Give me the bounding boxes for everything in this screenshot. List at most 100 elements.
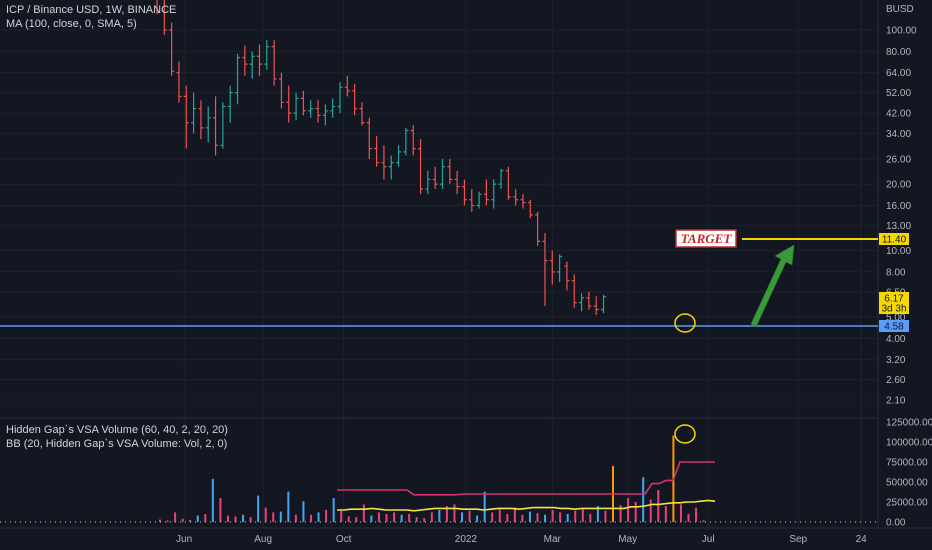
ohlc-bar [513,189,519,206]
ohlc-bar [315,100,321,123]
ohlc-bar [169,22,175,76]
price-highlight-circle[interactable] [674,313,696,333]
price-tick-label: 8.00 [886,267,906,278]
volume-bar [174,512,177,522]
time-axis[interactable]: Jun Aug Oct 2022 Mar May Jul Sep 24 [176,534,867,545]
currency-label: BUSD [886,4,914,15]
ohlc-bar [498,168,504,190]
volume-bar [159,519,161,522]
price-tick-label: 3.20 [886,355,906,366]
price-tick-label: 5.00 [886,312,906,323]
ohlc-bar [308,100,314,118]
time-tick-label: Mar [544,534,562,545]
volume-bar [574,510,577,522]
volume-bar [687,514,690,522]
target-price-text: 11.40 [882,235,907,246]
volume-bar [211,478,214,522]
ohlc-bar [366,117,372,160]
ohlc-bar [542,233,548,307]
current-price-text: 6.17 [884,294,904,305]
ohlc-bar [256,44,262,76]
ohlc-bar [586,291,592,310]
volume-bar [242,514,245,522]
volume-bar [377,512,380,522]
volume-bar [400,514,403,522]
volume-bar [385,514,388,522]
time-tick-label: Jul [702,534,715,545]
ohlc-bar [491,179,497,209]
volume-bar [619,505,622,522]
volume-bar [581,509,584,522]
volume-bar [695,507,698,522]
volume-bar [325,510,328,522]
bollinger-bands [337,461,716,512]
ohlc-bar [439,159,445,190]
price-tick-label: 100.00 [886,26,917,37]
volume-bar [272,512,275,522]
bb-legend[interactable]: BB (20, Hidden Gap`s VSA Volume: Vol, 2,… [6,438,228,450]
ohlc-bar [454,170,460,195]
ohlc-bar [161,0,167,35]
volume-bar [317,512,320,522]
price-tick-label: 2.60 [886,375,906,386]
ohlc-bar [564,261,570,291]
volume-bar [702,520,705,522]
volume-bar [332,498,335,522]
time-tick-label: 2022 [455,534,478,545]
volume-bar [642,477,645,522]
price-axis[interactable]: 100.00 80.00 64.00 52.00 42.00 34.00 26.00 20.0… [886,26,917,407]
volume-bar [302,501,305,522]
volume-bar [664,506,667,522]
volume-bar [415,517,418,522]
volume-bar [355,517,358,522]
volume-axis[interactable]: 125000.00 100000.00 75000.00 50000.00 25000.… [886,418,932,529]
up-arrow-icon[interactable] [750,244,795,328]
symbol-legend[interactable]: ICP / Binance USD, 1W, BINANCE [6,4,177,16]
ohlc-bar [352,83,358,116]
target-label-box[interactable]: TARGET [675,229,737,248]
ohlc-bar [322,104,328,126]
price-tick-label: 34.00 [886,129,911,140]
ohlc-bar [601,294,607,314]
volume-bar [657,490,660,522]
vsa-legend[interactable]: Hidden Gap`s VSA Volume (60, 40, 2, 20, … [6,424,228,436]
ohlc-bar [396,145,402,167]
volume-bar [453,504,456,522]
volume-bar [476,515,479,522]
ohlc-bar [579,293,585,312]
volume-bar [634,502,637,522]
volume-bar [340,510,343,522]
ohlc-bar [520,194,526,209]
ohlc-bar [381,145,387,180]
ma-legend[interactable]: MA (100, close, 0, SMA, 5) [6,18,137,30]
price-tick-label: 52.00 [886,88,911,99]
ohlc-bar [505,166,511,200]
ohlc-bar [213,96,219,156]
volume-bar [513,507,516,522]
volume-bar [521,514,524,522]
ohlc-bar [249,51,255,79]
volume-bar [181,518,184,522]
volume-bar [604,510,607,522]
volume-highlight-circle[interactable] [674,424,696,444]
volume-bar [189,520,192,522]
volume-bar [551,510,554,522]
volume-bar [649,499,652,522]
ohlc-bar [447,159,453,185]
time-tick-label: 24 [856,534,868,545]
price-tick-label: 80.00 [886,47,911,58]
volume-bar [294,514,297,522]
ohlc-bar [432,166,438,190]
volume-bar [196,515,199,522]
price-bars [156,0,607,316]
price-tick-label: 42.00 [886,109,911,120]
volume-bar [559,512,562,522]
ohlc-bar [469,189,475,212]
ohlc-bar [461,179,467,206]
volume-bar [506,514,509,522]
ohlc-bar [183,85,189,149]
price-tick-label: 20.00 [886,180,911,191]
target-price-tag: 11.40 [879,233,909,246]
volume-bar [204,514,207,522]
ohlc-bar [418,139,424,195]
